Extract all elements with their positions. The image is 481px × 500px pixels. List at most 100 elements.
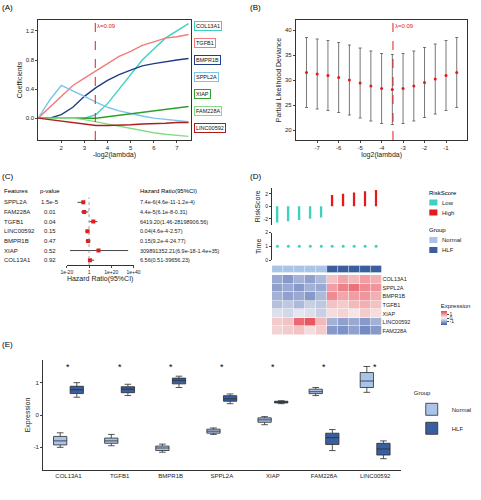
svg-text:*: *	[373, 362, 377, 372]
svg-text:1.2: 1.2	[26, 28, 35, 34]
svg-text:309891352.21(6.9e-18-1.4e+35): 309891352.21(6.9e-18-1.4e+35)	[140, 248, 220, 254]
svg-text:(A): (A)	[2, 3, 13, 12]
svg-text:BMPR1B: BMPR1B	[4, 238, 29, 244]
svg-text:0: 0	[35, 412, 39, 418]
svg-text:0.92: 0.92	[44, 257, 56, 263]
svg-text:40: 40	[285, 27, 292, 33]
svg-text:Features: Features	[4, 188, 28, 194]
svg-text:-log2(lambda): -log2(lambda)	[93, 151, 136, 159]
svg-text:-3: -3	[400, 145, 406, 151]
svg-text:6: 6	[152, 145, 156, 151]
svg-text:(C): (C)	[2, 172, 13, 181]
svg-text:Hazard Ratio(95%CI): Hazard Ratio(95%CI)	[67, 275, 134, 283]
svg-text:-5: -5	[357, 145, 363, 151]
svg-text:LINC00592: LINC00592	[360, 473, 391, 479]
svg-text:2: 2	[265, 229, 268, 235]
svg-text:SPPL2A: SPPL2A	[4, 199, 27, 205]
svg-text:BMPR1B: BMPR1B	[383, 293, 406, 299]
svg-text:XIAP: XIAP	[196, 91, 209, 97]
svg-text:FAM228A: FAM228A	[383, 328, 407, 334]
svg-text:Hazard Ratio(95%CI): Hazard Ratio(95%CI)	[140, 188, 197, 194]
svg-text:FAM228A: FAM228A	[4, 209, 30, 215]
svg-text:LINC00592: LINC00592	[383, 319, 411, 325]
svg-text:*: *	[220, 362, 224, 372]
svg-text:Coefficients: Coefficients	[16, 61, 23, 98]
svg-text:TGFB1: TGFB1	[4, 219, 24, 225]
svg-text:-7: -7	[315, 145, 321, 151]
svg-text:Expression: Expression	[24, 398, 32, 433]
svg-text:-2: -2	[264, 216, 269, 222]
svg-text:-6: -6	[336, 145, 342, 151]
svg-text:6419.20(1.46-28198906.56): 6419.20(1.46-28198906.56)	[140, 219, 208, 225]
svg-text:TGFB1: TGFB1	[383, 302, 401, 308]
svg-text:Group: Group	[429, 227, 446, 233]
svg-text:7: 7	[175, 145, 179, 151]
svg-text:XIAP: XIAP	[383, 310, 396, 316]
svg-text:0.15(9.2e-4-24.77): 0.15(9.2e-4-24.77)	[140, 238, 186, 244]
svg-text:(B): (B)	[250, 3, 261, 12]
svg-text:COL13A1: COL13A1	[383, 276, 407, 282]
svg-text:3: 3	[83, 145, 87, 151]
svg-text:0.0: 0.0	[26, 115, 35, 121]
svg-text:(E): (E)	[2, 340, 13, 349]
svg-text:0.52: 0.52	[44, 248, 56, 254]
svg-text:BMPR1B: BMPR1B	[158, 473, 183, 479]
svg-text:0: 0	[450, 315, 453, 321]
svg-text:0.01: 0.01	[44, 209, 56, 215]
svg-text:20: 20	[285, 127, 292, 133]
svg-text:λ=0.09: λ=0.09	[395, 23, 414, 29]
svg-text:30: 30	[285, 77, 292, 83]
svg-text:*: *	[66, 362, 70, 372]
svg-text:0.8: 0.8	[26, 57, 35, 63]
svg-text:Partial Likelihood Deviance: Partial Likelihood Deviance	[275, 38, 282, 123]
svg-text:25: 25	[285, 102, 292, 108]
svg-text:0.04(4.6e-4-2.57): 0.04(4.6e-4-2.57)	[140, 228, 183, 234]
svg-text:1e+20: 1e+20	[104, 269, 118, 275]
svg-text:1: 1	[88, 269, 91, 275]
svg-text:2: 2	[60, 145, 64, 151]
svg-text:*: *	[322, 362, 326, 372]
svg-text:XIAP: XIAP	[4, 248, 18, 254]
svg-text:SPPL2A: SPPL2A	[210, 473, 233, 479]
svg-text:COL13A1: COL13A1	[4, 257, 31, 263]
svg-text:Normal: Normal	[442, 237, 461, 243]
svg-text:Group: Group	[414, 390, 431, 396]
svg-text:-4: -4	[379, 145, 385, 151]
svg-text:RiskScore: RiskScore	[429, 190, 457, 196]
svg-text:FAM228A: FAM228A	[196, 108, 220, 114]
svg-text:(D): (D)	[250, 172, 261, 181]
svg-text:-1: -1	[450, 318, 455, 324]
svg-text:0: 0	[265, 203, 268, 209]
svg-text:log2(lambda): log2(lambda)	[361, 151, 402, 159]
svg-text:*: *	[118, 362, 122, 372]
svg-text:1: 1	[265, 243, 268, 249]
svg-text:BMPR1B: BMPR1B	[196, 57, 219, 63]
svg-text:TGFB1: TGFB1	[110, 473, 130, 479]
svg-text:HLF: HLF	[452, 426, 464, 432]
svg-text:6.56(0.51-39656.23): 6.56(0.51-39656.23)	[140, 257, 190, 263]
svg-text:*: *	[271, 362, 275, 372]
svg-text:Low: Low	[442, 200, 454, 206]
svg-text:SPPL2A: SPPL2A	[383, 285, 404, 291]
svg-text:4: 4	[106, 145, 110, 151]
svg-text:0.47: 0.47	[44, 238, 56, 244]
svg-text:FAM228A: FAM228A	[311, 473, 337, 479]
svg-text:1.5e-5: 1.5e-5	[41, 199, 59, 205]
svg-text:SPPL2A: SPPL2A	[196, 74, 217, 80]
svg-text:1: 1	[35, 380, 39, 386]
svg-text:1: 1	[450, 311, 453, 317]
svg-text:λ=0.09: λ=0.09	[97, 23, 116, 29]
svg-text:-1: -1	[443, 145, 449, 151]
svg-text:Expression: Expression	[441, 303, 471, 309]
svg-text:-2: -2	[422, 145, 428, 151]
svg-text:4.4e-5(6.1e-8-0.31): 4.4e-5(6.1e-8-0.31)	[140, 209, 188, 215]
svg-text:Time: Time	[255, 238, 262, 253]
svg-text:COL13A1: COL13A1	[55, 473, 82, 479]
svg-text:0: 0	[265, 257, 268, 263]
svg-text:0.15: 0.15	[44, 228, 56, 234]
svg-text:TGFB1: TGFB1	[196, 40, 214, 46]
svg-text:LINC00592: LINC00592	[4, 228, 35, 234]
svg-text:Normal: Normal	[452, 407, 471, 413]
svg-text:1e-20: 1e-20	[60, 269, 73, 275]
svg-text:RiskScore: RiskScore	[254, 190, 261, 222]
